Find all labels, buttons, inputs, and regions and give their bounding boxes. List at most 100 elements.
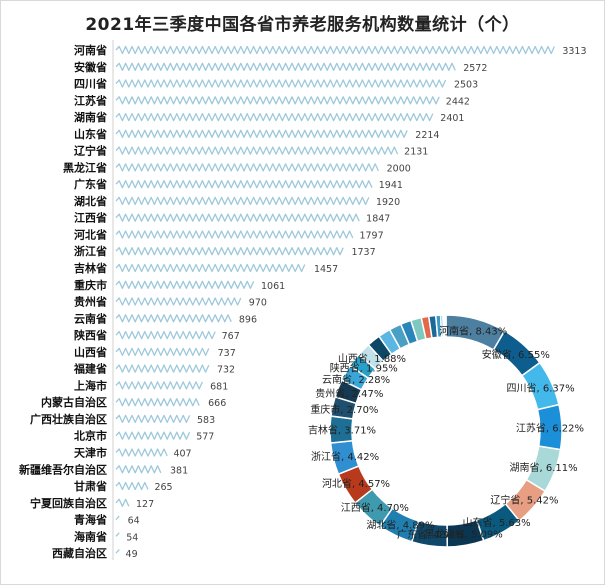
bar: [115, 96, 440, 105]
bar: [115, 196, 370, 206]
category-label: 新疆维吾尔自治区: [19, 462, 107, 476]
category-label: 辽宁省: [74, 144, 107, 158]
bar-value-label: 732: [217, 365, 235, 376]
bar: [115, 448, 168, 457]
slice-label: 湖南省, 6.11%: [510, 461, 578, 474]
bar: [115, 180, 373, 189]
donut-slice: [444, 314, 447, 338]
slice-label: 湖北省, 4.89%: [366, 519, 434, 532]
category-label: 贵州省: [74, 295, 107, 309]
bar-value-label: 2442: [446, 96, 470, 107]
slice-label: 四川省, 6.37%: [506, 382, 574, 395]
bar-value-label: 49: [126, 549, 138, 560]
category-label: 浙江省: [74, 244, 107, 258]
bar-value-label: 737: [218, 348, 236, 359]
bar: [115, 79, 447, 88]
slice-label: 河北省, 4.57%: [322, 477, 390, 490]
slice-label: 河南省, 8.43%: [439, 325, 507, 338]
category-label: 青海省: [74, 513, 107, 527]
bar-value-label: 2572: [463, 63, 487, 74]
category-label: 吉林省: [74, 261, 107, 275]
category-label: 四川省: [74, 77, 107, 91]
bar: [115, 431, 191, 440]
slice-label: 江苏省, 6.22%: [516, 421, 584, 434]
slice-label: 广东省, 4.94%: [397, 528, 465, 541]
bar: [115, 481, 149, 491]
category-label: 上海市: [74, 378, 107, 392]
bar: [115, 280, 255, 289]
category-label: 广西壮族自治区: [30, 412, 107, 426]
bar-value-label: 407: [173, 448, 191, 459]
bar-value-label: 3313: [562, 46, 586, 57]
category-label: 江西省: [74, 211, 107, 225]
bar: [115, 414, 191, 424]
bar-value-label: 2214: [415, 130, 439, 141]
bar: [115, 297, 242, 306]
bar-value-label: 2401: [440, 113, 464, 124]
category-label: 江苏省: [74, 93, 107, 107]
slice-label: 江西省, 4.70%: [341, 501, 409, 514]
category-label: 河北省: [74, 227, 107, 241]
slice-label: 云南省, 2.28%: [322, 373, 390, 386]
bar: [115, 230, 354, 239]
bar: [115, 381, 203, 390]
bar-value-label: 577: [196, 432, 214, 443]
bar: [115, 163, 379, 172]
bar: [115, 314, 232, 323]
bar-value-label: 2503: [454, 80, 478, 91]
category-label: 云南省: [74, 311, 107, 325]
category-label: 山东省: [74, 127, 107, 141]
slice-label: 辽宁省, 5.42%: [490, 493, 558, 506]
category-label: 甘肃省: [74, 479, 107, 493]
slice-label: 吉林省, 3.71%: [308, 424, 376, 437]
bar-value-label: 1941: [379, 180, 403, 191]
bar-value-label: 1737: [351, 247, 375, 258]
bar-value-label: 64: [128, 516, 140, 527]
slice-label: 浙江省, 4.42%: [311, 450, 379, 463]
bar-value-label: 970: [249, 298, 267, 309]
bar-chart: 河南省 3313 安徽省 2572 四川省 2503 江苏省 2442 湖南省 2401 山东省 22…: [19, 40, 587, 560]
bar-value-label: 1920: [376, 197, 400, 208]
bar: [115, 62, 456, 71]
bar-value-label: 896: [239, 314, 257, 325]
slice-label: 黑龙江省, 5.09%: [425, 527, 503, 540]
bar: [115, 549, 120, 554]
bar: [115, 398, 200, 407]
bar-value-label: 1847: [366, 214, 390, 225]
category-label: 重庆市: [74, 278, 107, 292]
category-label: 内蒙古自治区: [41, 395, 107, 409]
bar: [115, 498, 130, 507]
category-label: 广东省: [74, 177, 107, 191]
bar: [115, 532, 120, 537]
slice-label: 安徽省, 6.55%: [482, 348, 550, 361]
bar: [115, 129, 408, 138]
category-label: 海南省: [74, 529, 107, 543]
chart-title: 2021年三季度中国各省市养老服务机构数量统计（个）: [85, 15, 520, 35]
bar-value-label: 1797: [359, 230, 383, 241]
slice-label: 贵州省, 2.47%: [315, 387, 383, 400]
bar: [115, 112, 434, 122]
category-label: 安徽省: [74, 60, 107, 74]
slice-label: 重庆市, 2.70%: [310, 403, 378, 416]
category-label: 西藏自治区: [52, 546, 107, 560]
slice-label: 山西省, 1.88%: [338, 352, 406, 365]
category-label: 天津市: [74, 445, 107, 459]
bar-value-label: 1061: [261, 281, 285, 292]
bar-value-label: 767: [222, 331, 240, 342]
category-label: 黑龙江省: [63, 160, 107, 174]
bar-value-label: 2131: [404, 147, 428, 158]
bar: [115, 347, 210, 357]
category-label: 湖北省: [74, 194, 107, 208]
bar: [115, 465, 162, 474]
category-label: 湖南省: [74, 110, 107, 124]
bar-value-label: 1457: [314, 264, 338, 275]
bar-value-label: 127: [136, 499, 154, 510]
bar: [115, 263, 306, 273]
bar: [115, 146, 399, 155]
bar-value-label: 2000: [387, 163, 411, 174]
bar-value-label: 54: [126, 532, 138, 543]
bar: [115, 330, 216, 340]
bar: [115, 45, 555, 55]
